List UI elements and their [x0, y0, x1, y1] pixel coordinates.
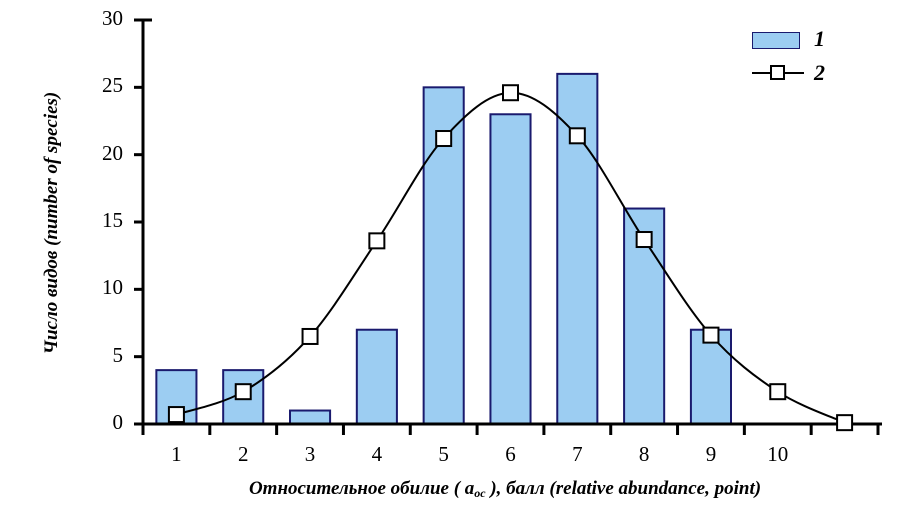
legend-square-marker-icon: [770, 65, 785, 80]
y-tick-label-20: 20: [102, 140, 123, 165]
line-marker-4: [368, 232, 386, 250]
x-tick-label-7: 7: [572, 442, 583, 466]
line-marker-11: [836, 414, 854, 432]
x-tick-label-4: 4: [371, 442, 383, 466]
y-tick-label-5: 5: [112, 342, 124, 367]
y-tick-label-30: 30: [102, 6, 123, 30]
bar-3: [289, 409, 332, 425]
x-axis-title-post: ), балл (relative abundance, point): [485, 478, 762, 499]
x-tick-label-2: 2: [237, 442, 249, 466]
bar-4: [355, 328, 398, 426]
y-tick-label-10: 10: [102, 275, 123, 300]
line-marker-10: [769, 383, 787, 401]
line-marker-6: [502, 84, 519, 102]
bar-6: [489, 113, 532, 426]
line-marker-5: [435, 130, 453, 148]
line-marker-3: [301, 327, 319, 345]
y-tick-label-15: 15: [102, 208, 123, 232]
x-axis-title: Относительное обилие ( aос ), балл (rela…: [110, 478, 900, 501]
legend-label-1: 1: [814, 26, 825, 51]
legend: 1 2: [752, 26, 902, 94]
y-tick-label-0: 0: [112, 410, 124, 434]
bar-7: [556, 72, 599, 426]
y-tick-label-25: 25: [102, 73, 123, 98]
x-tick-label-10: 10: [767, 442, 789, 466]
x-axis-title-subscript: ос: [474, 486, 486, 500]
marker-group: [167, 84, 854, 432]
x-axis-title-pre: Относительное обилие ( a: [248, 478, 475, 499]
legend-entry-2[interactable]: 2: [752, 60, 902, 94]
bar-9: [689, 328, 732, 426]
x-tick-label-8: 8: [638, 442, 650, 466]
x-tick-label-5: 5: [438, 442, 449, 466]
line-marker-8: [635, 231, 653, 249]
axes-group: [134, 18, 882, 435]
x-tick-label-9: 9: [705, 442, 717, 466]
legend-label-2: 2: [814, 60, 825, 85]
x-tick-label-3: 3: [304, 442, 316, 466]
x-tick-label-1: 1: [171, 442, 182, 466]
legend-entry-1[interactable]: 1: [752, 26, 902, 60]
x-tick-label-6: 6: [505, 442, 516, 466]
line-marker-9: [702, 326, 720, 344]
legend-bar-swatch-icon: [752, 32, 800, 49]
line-marker-2: [234, 383, 252, 401]
bar-series-group: [155, 72, 732, 426]
line-marker-7: [568, 127, 586, 145]
line-marker-1: [167, 406, 185, 424]
